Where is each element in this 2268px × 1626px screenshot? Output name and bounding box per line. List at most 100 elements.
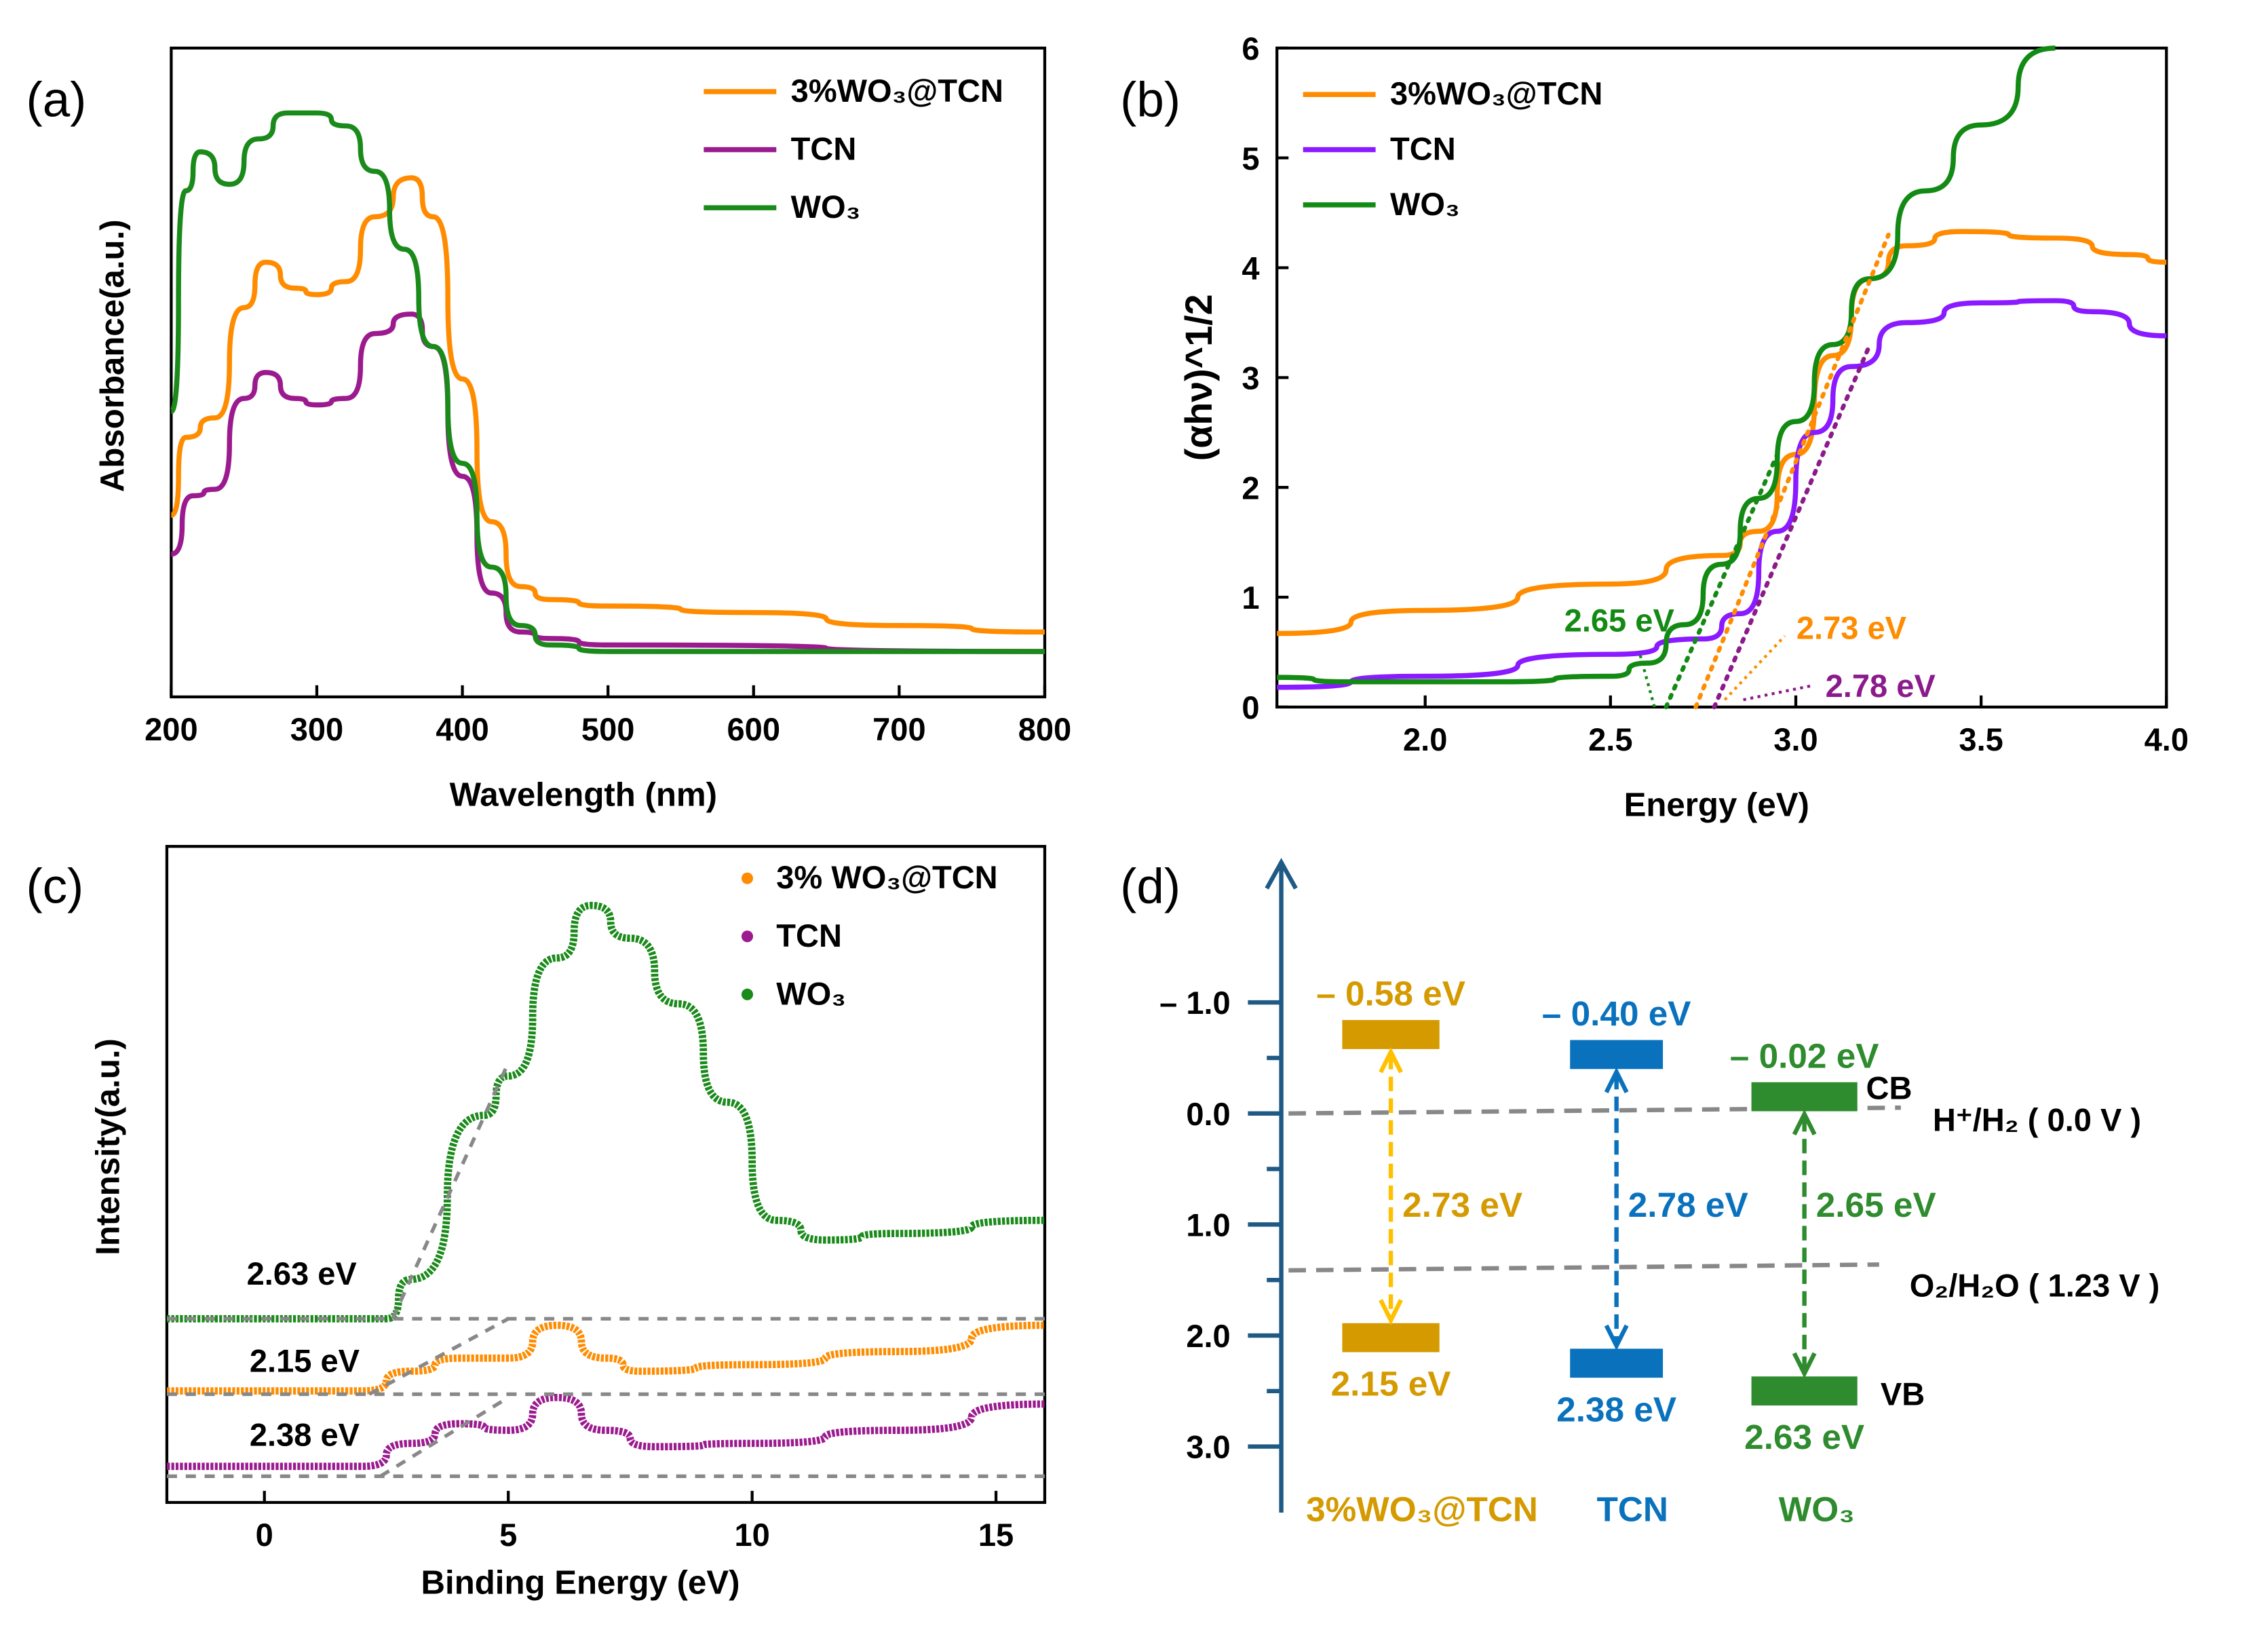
arrow-up-icon — [1379, 1046, 1403, 1074]
vb-value-label: 2.63 eV — [1744, 1418, 1864, 1456]
arrow-down-icon — [1604, 1324, 1629, 1351]
legend-label: WO₃ — [1390, 186, 1460, 222]
y-tick-label: 5 — [1242, 140, 1259, 176]
legend-label: TCN — [791, 131, 857, 167]
legend-label: WO₃ — [791, 189, 861, 225]
cb-label: CB — [1866, 1070, 1913, 1105]
legend-label: 3%WO₃@TCN — [1390, 75, 1602, 111]
plot-frame-c — [165, 845, 1047, 1505]
vb-label: VB — [1881, 1376, 1925, 1412]
x-tick-label: 15 — [978, 1517, 1014, 1553]
legend-marker — [741, 988, 754, 1000]
arrow-up-icon — [1604, 1067, 1629, 1093]
vb-bar — [1751, 1376, 1858, 1406]
cb-bar — [1570, 1040, 1664, 1070]
x-tick-label: 300 — [290, 711, 344, 747]
x-axis-label-c: Binding Energy (eV) — [421, 1564, 740, 1602]
panel-c: (c) 0 5 10 15 Binding Energy (eV) Intensity… — [26, 845, 1047, 1602]
x-tick-label: 3.0 — [1773, 721, 1818, 757]
cb-value-label: – 0.02 eV — [1730, 1036, 1879, 1075]
panel-label-a: (a) — [26, 72, 86, 127]
cb-bar — [1342, 1020, 1440, 1049]
redox-level-label: H⁺/H₂ ( 0.0 V ) — [1933, 1101, 2141, 1137]
plot-frame-a — [170, 46, 1047, 699]
material-label: TCN — [1596, 1490, 1668, 1529]
y-tick-label: 2 — [1242, 470, 1259, 506]
panel-label-b: (b) — [1120, 72, 1180, 127]
y-tick-label: 0.0 — [1186, 1096, 1230, 1132]
cb-value-label: – 0.40 eV — [1542, 994, 1691, 1033]
fit-line — [1712, 342, 1872, 710]
x-tick-label: 500 — [581, 711, 635, 747]
series-line-3%WO₃@TCN — [1277, 229, 2167, 637]
legend-label: 3%WO₃@TCN — [791, 73, 1003, 109]
x-tick-label: 600 — [727, 711, 781, 747]
annotation-pointer — [1723, 635, 1786, 701]
cb-value-label: – 0.58 eV — [1316, 975, 1465, 1013]
y-tick-label: 3 — [1242, 360, 1259, 396]
legend-label: TCN — [1390, 131, 1456, 167]
bandgap-label: 2.78 eV — [1628, 1186, 1748, 1224]
x-tick-label: 4.0 — [2145, 721, 2189, 757]
series-line-3% WO₃@TCN — [166, 1321, 1045, 1395]
y-tick-label: 4 — [1242, 250, 1259, 286]
bandgap-annotation: 2.73 eV — [1796, 609, 1907, 645]
x-tick-label: 2.5 — [1588, 721, 1632, 757]
tangent-dashed — [368, 1317, 510, 1396]
vb-bar — [1570, 1348, 1664, 1378]
y-axis-label-a: Absorbance(a.u.) — [94, 219, 131, 492]
material-label: WO₃ — [1779, 1490, 1855, 1529]
series-line-TCN — [1277, 298, 2167, 690]
x-tick-label: 5 — [499, 1517, 517, 1553]
y-tick-label: 1.0 — [1186, 1207, 1230, 1243]
bandgap-annotation: 2.78 eV — [1826, 668, 1936, 704]
y-axis-label-c: Intensity(a.u.) — [89, 1038, 126, 1255]
bandgap-label: 2.73 eV — [1402, 1186, 1522, 1224]
series-line-3%WO₃@TCN — [170, 175, 1045, 635]
series-line-WO₃ — [170, 110, 1045, 654]
panel-a: (a) 200 300 400 500 600 700 800 Wavelength (nm… — [26, 46, 1072, 813]
x-tick-label: 800 — [1018, 711, 1072, 747]
annotation-pointer — [1638, 653, 1656, 708]
vb-value-label: 2.38 eV — [1556, 1390, 1676, 1429]
annotation-2-63: 2.63 eV — [247, 1255, 358, 1291]
legend-marker — [741, 930, 754, 943]
tangent-dashed — [391, 1062, 510, 1320]
y-tick-label: 0 — [1242, 689, 1259, 725]
series-line-TCN — [170, 311, 1045, 654]
legend-label: WO₃ — [776, 975, 846, 1011]
legend-marker — [741, 872, 754, 884]
panel-b: (b) 2.0 2.5 3.0 3.5 4.0 0 1 2 3 4 5 6 2.65 eV 2.73 eV… — [1120, 31, 2189, 823]
redox-level-line — [1288, 1262, 1879, 1273]
y-axis-label-b: (αhν)^1/2 — [1178, 294, 1220, 461]
panel-label-c: (c) — [26, 859, 83, 914]
series-line-WO₃ — [1277, 45, 2056, 685]
tangent-dashed — [379, 1395, 510, 1478]
material-label: 3%WO₃@TCN — [1306, 1490, 1538, 1529]
x-tick-label: 200 — [145, 711, 198, 747]
arrow-down-icon — [1792, 1352, 1817, 1379]
x-tick-label: 700 — [872, 711, 926, 747]
y-tick-label: 2.0 — [1186, 1318, 1230, 1354]
y-tick-label: 6 — [1242, 31, 1259, 67]
legend-label: 3% WO₃@TCN — [776, 859, 997, 895]
x-tick-label: 10 — [734, 1517, 769, 1553]
y-tick-label: – 1.0 — [1159, 985, 1231, 1021]
annotation-pointer — [1743, 683, 1814, 702]
panel-d: (d) – 1.0 0.0 1.0 2.0 3.0 H⁺/H₂ ( 0.0 V ) O₂/H… — [1120, 858, 2159, 1529]
x-axis-label-b: Energy (eV) — [1624, 786, 1809, 823]
arrow-up-icon — [1792, 1109, 1817, 1136]
panel-label-d: (d) — [1120, 859, 1180, 914]
vb-value-label: 2.15 eV — [1331, 1365, 1451, 1403]
x-tick-label: 2.0 — [1403, 721, 1447, 757]
vb-bar — [1342, 1323, 1440, 1353]
bandgap-annotation: 2.65 eV — [1564, 603, 1675, 639]
fit-line — [1693, 232, 1891, 710]
annotation-2-15: 2.15 eV — [250, 1342, 360, 1378]
annotation-2-38: 2.38 eV — [250, 1417, 360, 1453]
x-tick-label: 400 — [436, 711, 489, 747]
x-tick-label: 3.5 — [1959, 721, 2003, 757]
series-line-TCN — [166, 1393, 1045, 1471]
cb-bar — [1751, 1082, 1858, 1112]
